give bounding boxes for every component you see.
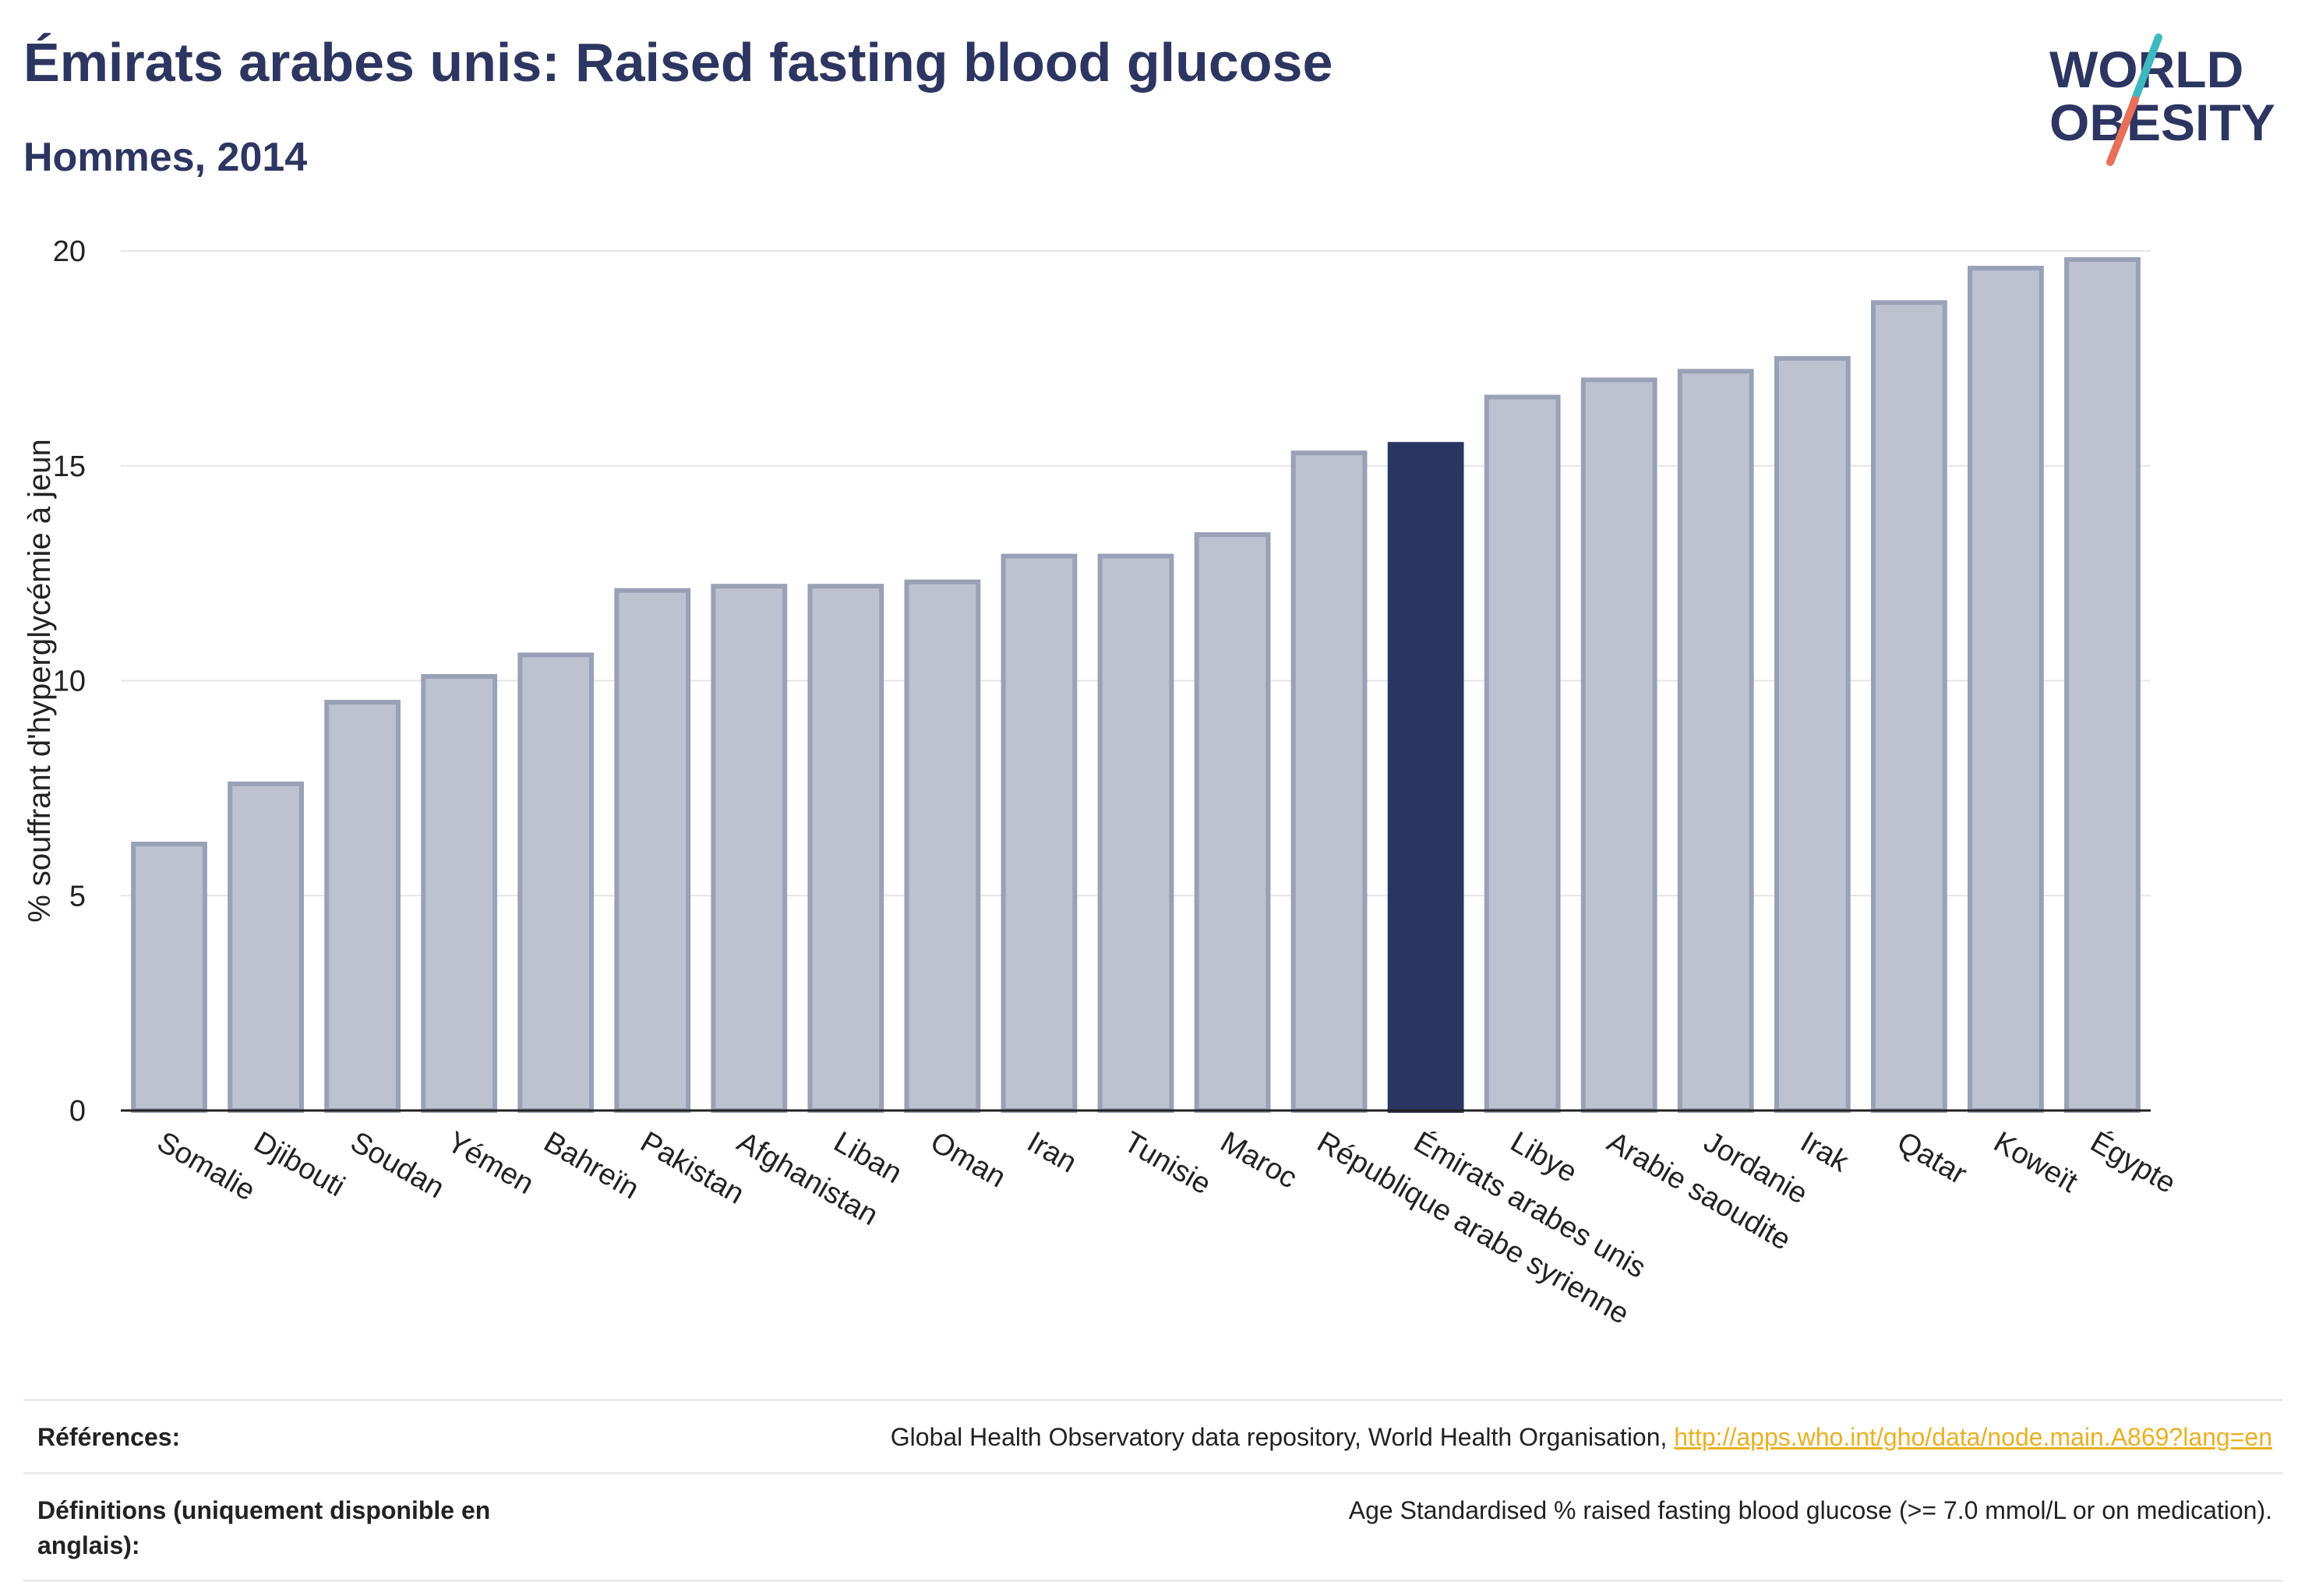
bar <box>131 842 207 1113</box>
definitions-label: Définitions (uniquement disponible en an… <box>37 1495 491 1559</box>
footer: Références: Global Health Observatory da… <box>23 1399 2283 1583</box>
y-tick-label: 15 <box>53 450 86 483</box>
bar <box>1774 355 1851 1113</box>
x-tick-label: Maroc <box>1215 1125 1302 1195</box>
x-tick-label: Djibouti <box>249 1125 351 1203</box>
x-tick-label: Pakistan <box>635 1125 750 1210</box>
logo-slash-teal <box>2130 34 2162 107</box>
bar <box>1290 450 1368 1113</box>
x-tick-label: Qatar <box>1891 1125 1972 1191</box>
bar <box>1001 553 1078 1113</box>
bar <box>324 700 401 1113</box>
x-tick-label: Soudan <box>345 1125 450 1205</box>
y-tick-label: 20 <box>53 235 86 268</box>
definitions-row: Définitions (uniquement disponible en an… <box>23 1471 2283 1583</box>
references-row: Références: Global Health Observatory da… <box>23 1399 2283 1472</box>
bar <box>1968 266 2044 1113</box>
bar <box>1097 553 1174 1113</box>
x-tick-label: Oman <box>925 1125 1011 1194</box>
definitions-value: Age Standardised % raised fasting blood … <box>1348 1495 2272 1524</box>
chart-title: Émirats arabes unis: Raised fasting bloo… <box>23 32 1333 93</box>
references-link[interactable]: http://apps.who.int/gho/data/node.main.A… <box>1674 1423 2272 1451</box>
logo-slash-coral <box>2106 96 2139 166</box>
bar <box>904 579 981 1113</box>
x-tick-label: Yémen <box>442 1125 539 1201</box>
bar <box>1870 300 1947 1113</box>
x-tick-label: Iran <box>1022 1125 1082 1179</box>
bar <box>2064 257 2141 1113</box>
world-obesity-logo: WORLD OBESITY <box>2042 31 2291 168</box>
x-tick-label: Irak <box>1795 1125 1855 1179</box>
y-tick-label: 0 <box>69 1095 86 1128</box>
chart-subtitle: Hommes, 2014 <box>23 135 308 180</box>
y-tick-label: 5 <box>69 880 86 913</box>
logo-line2: OBESITY <box>2049 94 2275 151</box>
references-text: Global Health Observatory data repositor… <box>890 1423 1675 1451</box>
x-tick-label: Somalie <box>152 1125 261 1207</box>
bar <box>1484 394 1561 1113</box>
references-label: Références: <box>37 1423 181 1451</box>
bar <box>614 588 691 1113</box>
x-tick-label: Bahreïn <box>538 1125 644 1206</box>
y-axis-label: % souffrant d'hyperglycémie à jeun <box>23 439 57 923</box>
bar <box>1580 377 1657 1113</box>
x-tick-label: Koweït <box>1988 1125 2083 1199</box>
bar <box>807 584 884 1113</box>
x-tick-label: Égypte <box>2084 1125 2181 1200</box>
bar <box>1194 531 1271 1113</box>
bar <box>1677 369 1754 1114</box>
references-value: Global Health Observatory data repositor… <box>891 1420 2272 1455</box>
bar <box>711 584 788 1113</box>
bar <box>517 652 595 1113</box>
x-tick-label: Tunisie <box>1118 1125 1216 1201</box>
bar <box>421 673 498 1113</box>
y-tick-label: 10 <box>53 666 86 698</box>
bar <box>228 781 304 1113</box>
bar <box>1387 442 1464 1113</box>
bar-chart: 0 5 10 15 20 SomalieDjiboutiSoudanYémenBahreï… <box>23 235 2181 1331</box>
